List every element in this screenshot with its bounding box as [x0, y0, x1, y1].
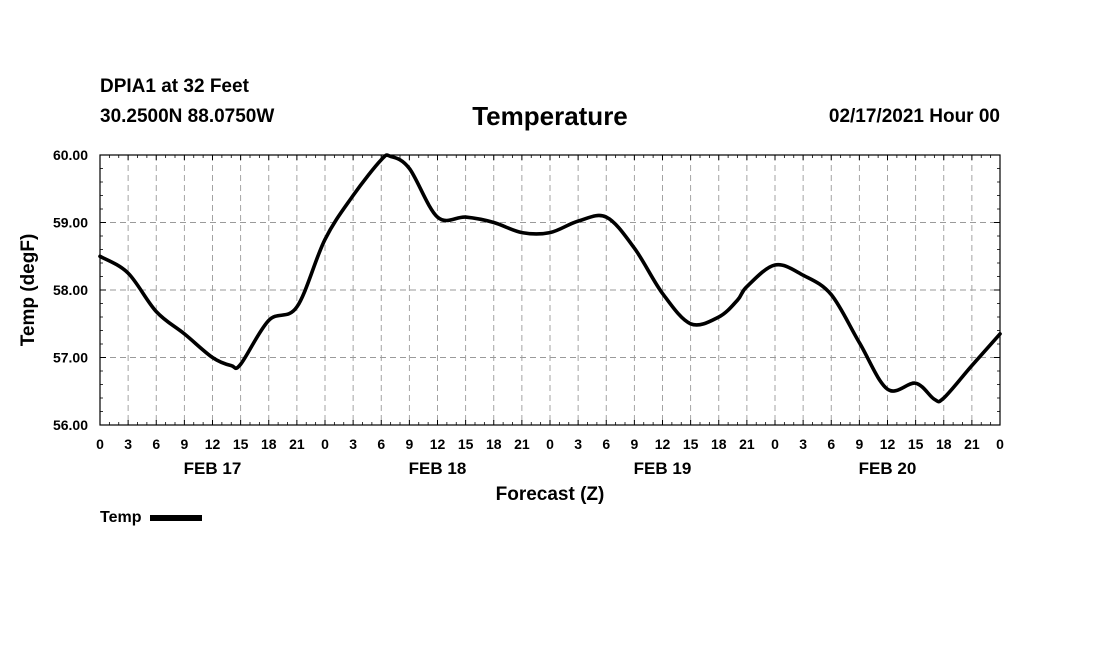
y-tick-label: 60.00	[53, 147, 88, 163]
y-axis-label: Temp (degF)	[18, 234, 39, 347]
chart-title: Temperature	[472, 101, 628, 131]
x-tick-label: 6	[152, 436, 160, 452]
x-tick-label: 12	[655, 436, 671, 452]
x-tick-label: 15	[458, 436, 474, 452]
forecast-run-time: 02/17/2021 Hour 00	[828, 106, 1000, 127]
x-tick-label: 6	[377, 436, 385, 452]
x-tick-label: 21	[964, 436, 980, 452]
axis-ticks	[99, 154, 1001, 426]
x-tick-label: 6	[827, 436, 835, 452]
x-tick-label: 3	[799, 436, 807, 452]
y-tick-label: 57.00	[53, 350, 88, 366]
x-tick-label: 9	[180, 436, 188, 452]
x-tick-labels: 0 3 6 9 12 15 18 21 0 3 6 9 12 15 18 21 0 3 6 9 12 15 18 21 0 3 6 9…	[96, 436, 1004, 452]
x-tick-label: 18	[711, 436, 727, 452]
x-tick-label: 18	[936, 436, 952, 452]
x-tick-label: 3	[574, 436, 582, 452]
x-tick-label: 18	[261, 436, 277, 452]
station-label: DPIA1 at 32 Feet	[100, 76, 249, 97]
x-tick-label: 9	[630, 436, 638, 452]
x-tick-label: 21	[514, 436, 530, 452]
x-tick-label: 21	[739, 436, 755, 452]
x-axis-label: Forecast (Z)	[496, 484, 605, 505]
x-tick-label: 15	[233, 436, 249, 452]
x-tick-label: 9	[405, 436, 413, 452]
x-tick-label: 0	[996, 436, 1004, 452]
x-tick-label: 3	[124, 436, 132, 452]
x-tick-label: 0	[96, 436, 104, 452]
day-labels: FEB 17 FEB 18 FEB 19 FEB 20	[184, 459, 917, 478]
x-tick-label: 6	[602, 436, 610, 452]
legend-label-temp: Temp	[100, 509, 142, 526]
x-tick-label: 0	[771, 436, 779, 452]
y-tick-label: 59.00	[53, 215, 88, 231]
x-tick-label: 18	[486, 436, 502, 452]
day-label: FEB 18	[409, 459, 467, 478]
x-tick-label: 15	[683, 436, 699, 452]
y-tick-label: 58.00	[53, 282, 88, 298]
x-tick-label: 3	[349, 436, 357, 452]
series-line-temp	[98, 153, 1002, 404]
day-label: FEB 19	[634, 459, 692, 478]
day-label: FEB 17	[184, 459, 242, 478]
x-tick-label: 0	[321, 436, 329, 452]
x-tick-label: 15	[908, 436, 924, 452]
y-tick-labels: 56.00 57.00 58.00 59.00 60.00	[53, 147, 88, 433]
station-coordinates: 30.2500N 88.0750W	[100, 106, 275, 127]
legend-swatch-temp	[150, 515, 203, 521]
x-tick-label: 0	[546, 436, 554, 452]
day-label: FEB 20	[859, 459, 917, 478]
x-tick-label: 12	[880, 436, 896, 452]
x-tick-label: 9	[855, 436, 863, 452]
x-tick-label: 12	[430, 436, 446, 452]
x-tick-label: 21	[289, 436, 305, 452]
legend: Temp	[100, 509, 203, 527]
grid-lines	[100, 155, 1000, 425]
x-tick-label: 12	[205, 436, 221, 452]
y-tick-label: 56.00	[53, 417, 88, 433]
